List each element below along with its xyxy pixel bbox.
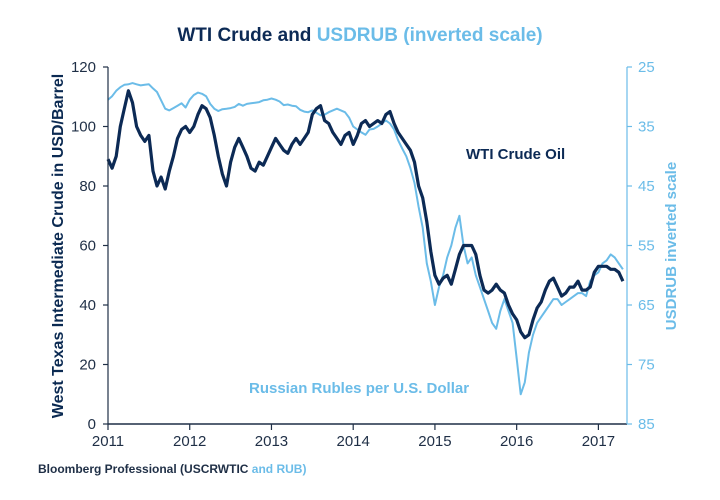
x-tick-label: 2011 xyxy=(92,433,124,450)
chart-title: WTI Crude and USDRUB (inverted scale) xyxy=(177,25,542,46)
rub-annotation: Russian Rubles per U.S. Dollar xyxy=(249,380,469,397)
y-tick-label-right: 85 xyxy=(638,416,655,433)
y-tick-label-left: 120 xyxy=(71,59,96,76)
y-tick-label-right: 25 xyxy=(638,59,655,76)
y-tick-label-right: 75 xyxy=(638,357,655,374)
chart-title-usdrub: USDRUB (inverted scale) xyxy=(317,25,543,46)
x-tick-label: 2017 xyxy=(582,433,615,450)
y-tick-label-left: 40 xyxy=(79,297,96,314)
y-axis-right-ticks: 25 35 45 55 65 75 85 xyxy=(627,59,655,433)
y-tick-label-left: 100 xyxy=(71,119,96,136)
source-rub: and RUB) xyxy=(252,462,307,476)
y-axis-right-title: USDRUB inverted scale xyxy=(663,162,680,330)
x-tick-label: 2016 xyxy=(500,433,533,450)
series-line-rub xyxy=(107,82,624,396)
x-tick-label: 2013 xyxy=(255,433,288,450)
source-bloomberg: Bloomberg Professional (USCRWTIC xyxy=(38,462,252,476)
y-tick-label-right: 55 xyxy=(638,238,655,255)
x-tick-label: 2014 xyxy=(337,433,370,450)
y-tick-label-left: 60 xyxy=(79,238,96,255)
y-tick-label-left: 80 xyxy=(79,178,96,195)
wti-annotation: WTI Crude Oil xyxy=(466,146,565,163)
x-tick-label: 2015 xyxy=(418,433,451,450)
y-axis-left-title: West Texas Intermediate Crude in USD/Bar… xyxy=(50,74,67,418)
y-tick-label-right: 35 xyxy=(638,119,655,136)
source-note: Bloomberg Professional (USCRWTIC and RUB… xyxy=(38,462,306,476)
x-axis-ticks: 2011 2012 2013 2014 2015 2016 2017 xyxy=(92,424,615,450)
y-tick-label-left: 0 xyxy=(88,416,96,433)
y-axis-left-ticks: 0 20 40 60 80 100 120 xyxy=(71,59,108,433)
series-line-wti xyxy=(106,89,625,340)
chart-title-wti: WTI Crude and xyxy=(177,25,316,46)
y-tick-label-left: 20 xyxy=(79,357,96,374)
y-tick-label-right: 65 xyxy=(638,297,655,314)
y-tick-label-right: 45 xyxy=(638,178,655,195)
x-tick-label: 2012 xyxy=(173,433,206,450)
series-layer xyxy=(106,82,625,396)
